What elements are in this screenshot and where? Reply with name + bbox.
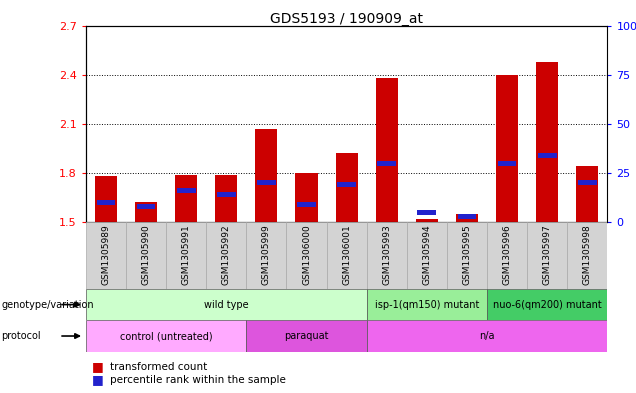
- Bar: [175, 174, 197, 222]
- Bar: [496, 75, 518, 222]
- Bar: [416, 219, 438, 222]
- Text: paraquat: paraquat: [284, 331, 329, 341]
- Bar: [97, 200, 115, 205]
- Text: nuo-6(qm200) mutant: nuo-6(qm200) mutant: [493, 299, 602, 310]
- Bar: [246, 320, 367, 352]
- Text: GSM1305990: GSM1305990: [142, 224, 151, 285]
- Bar: [417, 210, 436, 215]
- Bar: [337, 182, 356, 187]
- Bar: [367, 222, 407, 289]
- Bar: [576, 166, 598, 222]
- Bar: [297, 202, 316, 207]
- Text: protocol: protocol: [1, 331, 41, 341]
- Bar: [246, 222, 286, 289]
- Bar: [86, 320, 246, 352]
- Bar: [286, 222, 326, 289]
- Bar: [367, 320, 607, 352]
- Bar: [487, 222, 527, 289]
- Text: GSM1305994: GSM1305994: [422, 224, 431, 285]
- Bar: [326, 222, 367, 289]
- Bar: [95, 176, 117, 222]
- Text: GSM1305993: GSM1305993: [382, 224, 391, 285]
- Bar: [166, 222, 206, 289]
- Bar: [135, 202, 157, 222]
- Bar: [578, 180, 597, 185]
- Bar: [377, 161, 396, 165]
- Text: control (untreated): control (untreated): [120, 331, 212, 341]
- Bar: [407, 222, 447, 289]
- Bar: [567, 222, 607, 289]
- Bar: [126, 222, 166, 289]
- Bar: [137, 204, 155, 209]
- Bar: [296, 173, 317, 222]
- Text: GSM1305995: GSM1305995: [462, 224, 471, 285]
- Text: n/a: n/a: [480, 331, 495, 341]
- Bar: [536, 62, 558, 222]
- Bar: [447, 222, 487, 289]
- Text: genotype/variation: genotype/variation: [1, 299, 94, 310]
- Text: GSM1305999: GSM1305999: [262, 224, 271, 285]
- Text: GSM1305996: GSM1305996: [502, 224, 511, 285]
- Bar: [217, 192, 236, 197]
- Bar: [256, 129, 277, 222]
- Bar: [487, 289, 607, 320]
- Text: GSM1306000: GSM1306000: [302, 224, 311, 285]
- Text: GSM1305991: GSM1305991: [182, 224, 191, 285]
- Bar: [456, 214, 478, 222]
- Text: wild type: wild type: [204, 299, 249, 310]
- Bar: [206, 222, 246, 289]
- Text: GSM1306001: GSM1306001: [342, 224, 351, 285]
- Bar: [498, 161, 516, 165]
- Bar: [527, 222, 567, 289]
- Bar: [86, 222, 126, 289]
- Text: GSM1305997: GSM1305997: [543, 224, 551, 285]
- Bar: [215, 174, 237, 222]
- Bar: [86, 289, 367, 320]
- Text: ■: ■: [92, 360, 104, 373]
- Bar: [177, 188, 195, 193]
- Bar: [457, 214, 476, 219]
- Bar: [336, 153, 357, 222]
- Text: percentile rank within the sample: percentile rank within the sample: [110, 375, 286, 385]
- Bar: [376, 78, 398, 222]
- Bar: [367, 289, 487, 320]
- Text: ■: ■: [92, 373, 104, 387]
- Text: transformed count: transformed count: [110, 362, 207, 372]
- Text: GSM1305998: GSM1305998: [583, 224, 592, 285]
- Text: GSM1305989: GSM1305989: [101, 224, 111, 285]
- Bar: [257, 180, 276, 185]
- Bar: [538, 153, 556, 158]
- Text: GSM1305992: GSM1305992: [222, 224, 231, 285]
- Text: isp-1(qm150) mutant: isp-1(qm150) mutant: [375, 299, 479, 310]
- Text: GDS5193 / 190909_at: GDS5193 / 190909_at: [270, 12, 423, 26]
